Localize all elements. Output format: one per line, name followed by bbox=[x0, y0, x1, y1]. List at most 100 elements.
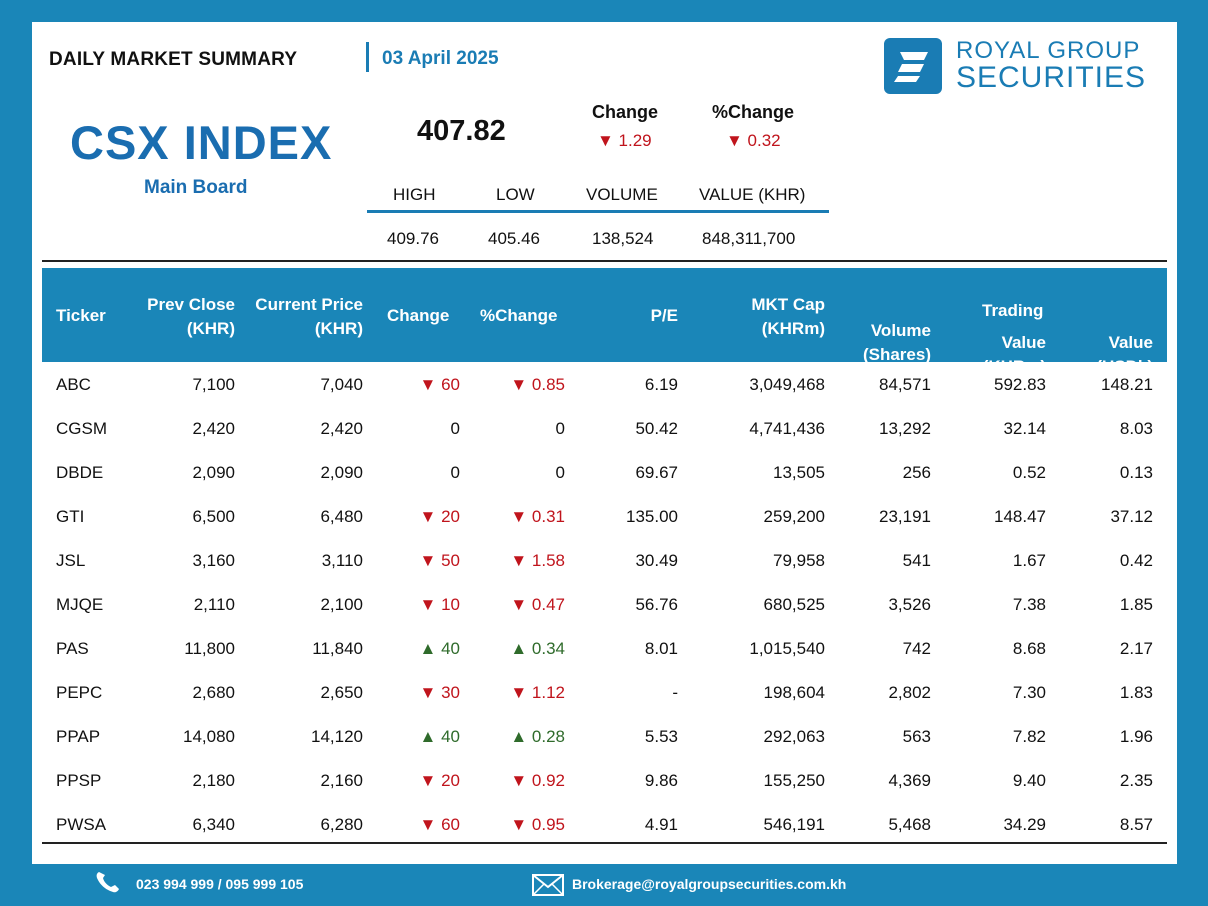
cell-ticker: MJQE bbox=[56, 595, 104, 614]
cell-mkt-cap: 680,525 bbox=[763, 595, 825, 614]
cell-volume: 3,526 bbox=[888, 595, 931, 614]
cell-prev-close: 2,420 bbox=[192, 419, 235, 438]
cell-prev-close: 6,500 bbox=[192, 507, 235, 526]
cell-pe: 135.00 bbox=[626, 507, 678, 526]
col-pct-change: %Change bbox=[480, 306, 558, 325]
cell-pe: 69.67 bbox=[635, 463, 678, 482]
table-bottom-divider bbox=[42, 842, 1167, 844]
cell-value-khrm: 1.67 bbox=[1012, 551, 1046, 570]
stat-value-high: 409.76 bbox=[387, 229, 439, 248]
stats-divider bbox=[367, 210, 829, 213]
col-change: Change bbox=[387, 306, 450, 325]
stat-header-volume: VOLUME bbox=[586, 185, 658, 204]
cell-volume: 4,369 bbox=[888, 771, 931, 790]
board-name: Main Board bbox=[144, 177, 248, 198]
stat-header-high: HIGH bbox=[393, 185, 436, 204]
cell-pct-change: ▼ 0.47 bbox=[510, 595, 565, 614]
cell-current-price: 2,160 bbox=[320, 771, 363, 790]
cell-pct-change: ▼ 0.31 bbox=[510, 507, 565, 526]
cell-change: ▲ 40 bbox=[419, 639, 460, 658]
cell-mkt-cap: 292,063 bbox=[763, 727, 825, 746]
cell-current-price: 7,040 bbox=[320, 375, 363, 394]
cell-value-usdk: 37.12 bbox=[1110, 507, 1153, 526]
col-value-usdk: Value (USDk) bbox=[1096, 333, 1153, 376]
table-row: ABC 7,100 7,040 ▼ 60 ▼ 0.85 6.19 3,049,468 84,5… bbox=[42, 363, 1167, 407]
cell-volume: 23,191 bbox=[879, 507, 931, 526]
cell-change: ▼ 20 bbox=[419, 507, 460, 526]
cell-value-usdk: 1.96 bbox=[1119, 727, 1153, 746]
section-divider bbox=[42, 260, 1167, 262]
cell-pe: 30.49 bbox=[635, 551, 678, 570]
cell-value-usdk: 148.21 bbox=[1101, 375, 1153, 394]
cell-value-usdk: 1.83 bbox=[1119, 683, 1153, 702]
table-row: PEPC 2,680 2,650 ▼ 30 ▼ 1.12 - 198,604 2,802 7.3… bbox=[42, 671, 1167, 715]
cell-pe: - bbox=[672, 683, 678, 702]
cell-mkt-cap: 259,200 bbox=[763, 507, 825, 526]
summary-card: DAILY MARKET SUMMARY 03 April 2025 ROYAL… bbox=[32, 22, 1177, 864]
cell-mkt-cap: 4,741,436 bbox=[749, 419, 825, 438]
col-prev-close: Prev Close (KHR) bbox=[147, 295, 235, 338]
table-row: CGSM 2,420 2,420 0 0 50.42 4,741,436 13,292 32.1… bbox=[42, 407, 1167, 451]
brand-logo: ROYAL GROUP SECURITIES bbox=[884, 38, 1154, 94]
stat-value-low: 405.46 bbox=[488, 229, 540, 248]
cell-value-khrm: 148.47 bbox=[994, 507, 1046, 526]
cell-pct-change: 0 bbox=[555, 463, 565, 482]
cell-pe: 9.86 bbox=[644, 771, 678, 790]
cell-change: ▼ 60 bbox=[419, 375, 460, 394]
cell-prev-close: 2,180 bbox=[192, 771, 235, 790]
table-row: PWSA 6,340 6,280 ▼ 60 ▼ 0.95 4.91 546,191 5,468… bbox=[42, 803, 1167, 847]
cell-value-khrm: 34.29 bbox=[1003, 815, 1046, 834]
table-row: DBDE 2,090 2,090 0 0 69.67 13,505 256 0.52 0.13 bbox=[42, 451, 1167, 495]
cell-volume: 256 bbox=[902, 463, 931, 482]
cell-volume: 13,292 bbox=[879, 419, 931, 438]
cell-change: ▼ 20 bbox=[419, 771, 460, 790]
cell-mkt-cap: 198,604 bbox=[763, 683, 825, 702]
col-value-khrm: Value (KHRm) bbox=[982, 333, 1046, 376]
cell-pe: 56.76 bbox=[635, 595, 678, 614]
cell-pct-change: ▲ 0.34 bbox=[510, 639, 565, 658]
cell-prev-close: 11,800 bbox=[184, 639, 235, 658]
cell-value-khrm: 7.30 bbox=[1012, 683, 1046, 702]
footer-email[interactable]: Brokerage@royalgroupsecurities.com.kh bbox=[572, 876, 847, 892]
cell-current-price: 11,840 bbox=[312, 639, 363, 658]
col-trading-group: Trading bbox=[982, 301, 1044, 320]
cell-ticker: CGSM bbox=[56, 419, 107, 438]
cell-pct-change: ▼ 0.85 bbox=[510, 375, 565, 394]
cell-current-price: 6,280 bbox=[320, 815, 363, 834]
cell-change: 0 bbox=[450, 463, 460, 482]
cell-change: ▼ 10 bbox=[419, 595, 460, 614]
change-label: Change bbox=[592, 102, 659, 122]
cell-pct-change: 0 bbox=[555, 419, 565, 438]
logo-text-line1: ROYAL GROUP bbox=[956, 37, 1141, 64]
cell-current-price: 2,420 bbox=[320, 419, 363, 438]
table-header: Ticker Prev Close (KHR) Current Price (KHR… bbox=[42, 268, 1167, 376]
cell-value-usdk: 8.03 bbox=[1119, 419, 1153, 438]
cell-mkt-cap: 1,015,540 bbox=[749, 639, 825, 658]
cell-current-price: 2,100 bbox=[320, 595, 363, 614]
title-divider bbox=[366, 42, 369, 72]
cell-prev-close: 7,100 bbox=[192, 375, 235, 394]
cell-change: ▼ 50 bbox=[419, 551, 460, 570]
col-volume: Volume (Shares) bbox=[862, 321, 931, 364]
cell-value-usdk: 2.17 bbox=[1119, 639, 1153, 658]
cell-mkt-cap: 155,250 bbox=[763, 771, 825, 790]
logo-text-line2: SECURITIES bbox=[956, 61, 1147, 94]
cell-pct-change: ▼ 0.92 bbox=[510, 771, 565, 790]
cell-pct-change: ▼ 1.58 bbox=[510, 551, 565, 570]
cell-volume: 541 bbox=[902, 551, 931, 570]
cell-volume: 742 bbox=[902, 639, 931, 658]
cell-value-usdk: 1.85 bbox=[1119, 595, 1153, 614]
cell-pe: 5.53 bbox=[644, 727, 678, 746]
cell-pe: 8.01 bbox=[644, 639, 678, 658]
cell-pe: 6.19 bbox=[644, 375, 678, 394]
cell-volume: 563 bbox=[902, 727, 931, 746]
stat-value-volume: 138,524 bbox=[592, 229, 654, 248]
cell-pct-change: ▼ 0.95 bbox=[510, 815, 565, 834]
cell-volume: 2,802 bbox=[888, 683, 931, 702]
col-mkt-cap: MKT Cap (KHRm) bbox=[751, 295, 825, 338]
cell-pct-change: ▲ 0.28 bbox=[510, 727, 565, 746]
cell-mkt-cap: 3,049,468 bbox=[749, 375, 825, 394]
table-row: PPAP 14,080 14,120 ▲ 40 ▲ 0.28 5.53 292,063 563… bbox=[42, 715, 1167, 759]
cell-ticker: ABC bbox=[56, 375, 91, 394]
cell-current-price: 14,120 bbox=[311, 727, 363, 746]
